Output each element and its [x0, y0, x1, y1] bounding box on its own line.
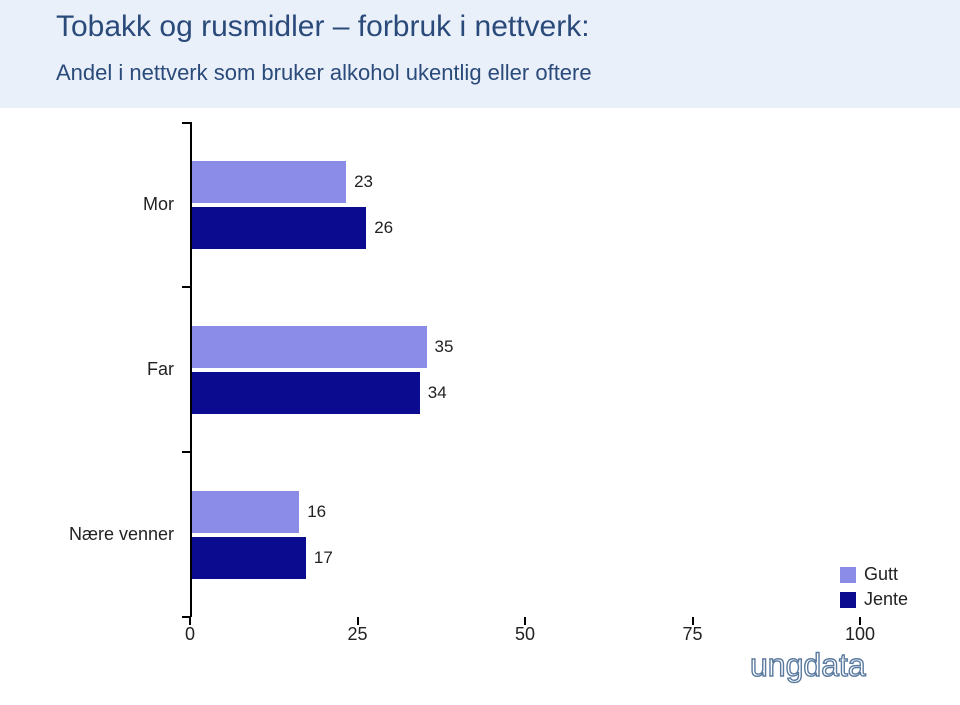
legend-label: Gutt: [864, 564, 898, 585]
legend-label: Jente: [864, 589, 908, 610]
bar-value-label: 35: [435, 337, 454, 357]
y-tick: [182, 616, 190, 618]
plot-area: 23 26 35 34 16 17: [190, 122, 860, 617]
category-label: Far: [0, 359, 174, 380]
bar-gutt: [192, 161, 346, 203]
logo-text: ungdata: [750, 647, 866, 683]
bar-value-label: 17: [314, 548, 333, 568]
legend-item-gutt: Gutt: [840, 564, 908, 585]
bar-value-label: 26: [374, 218, 393, 238]
y-tick: [182, 451, 190, 453]
brand-logo: ungdata: [750, 646, 930, 691]
bar-jente: [192, 207, 366, 249]
bar-value-label: 16: [307, 502, 326, 522]
x-tick-label: 50: [515, 624, 535, 645]
y-tick: [182, 122, 190, 124]
category-label: Nære venner: [0, 524, 174, 545]
bar-gutt: [192, 326, 427, 368]
bar-chart: 23 26 35 34 16 17 0 25 50 75 100 Mor Far Nære venne…: [0, 0, 960, 705]
legend-item-jente: Jente: [840, 589, 908, 610]
x-tick-label: 75: [682, 624, 702, 645]
x-tick-label: 25: [347, 624, 367, 645]
y-tick: [182, 286, 190, 288]
bar-jente: [192, 372, 420, 414]
category-label: Mor: [0, 194, 174, 215]
legend-swatch-gutt: [840, 567, 856, 583]
bar-jente: [192, 537, 306, 579]
x-tick-label: 0: [185, 624, 195, 645]
bar-value-label: 34: [428, 383, 447, 403]
x-tick-label: 100: [845, 624, 875, 645]
legend-swatch-jente: [840, 592, 856, 608]
bar-value-label: 23: [354, 172, 373, 192]
bar-gutt: [192, 491, 299, 533]
legend: Gutt Jente: [840, 560, 908, 610]
